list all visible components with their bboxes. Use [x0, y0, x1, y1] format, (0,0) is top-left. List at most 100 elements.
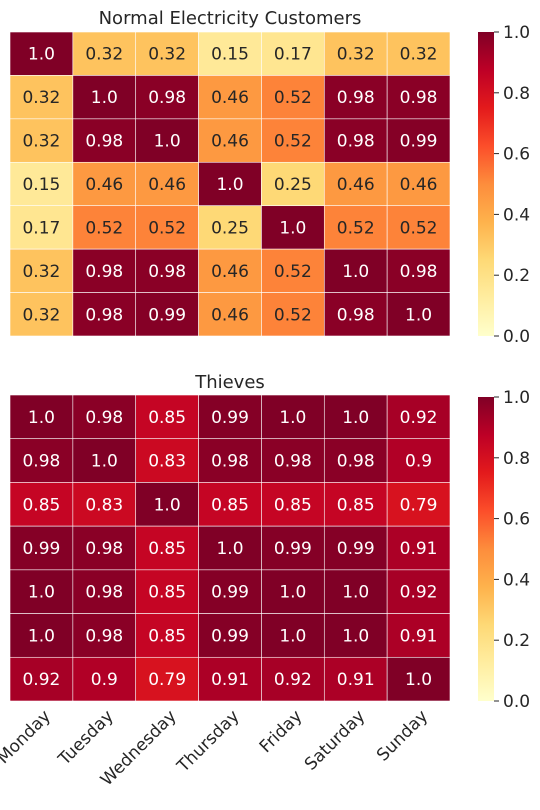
colorbar-tick-label: 0.0 [503, 327, 530, 347]
cell-value-label: 0.32 [22, 262, 60, 282]
heatmap-cell [323, 118, 388, 163]
cell-value-label: 0.85 [148, 539, 186, 559]
cell-value-label: 1.0 [154, 132, 181, 152]
heatmap-cell [261, 482, 325, 527]
cell-value-label: 0.25 [211, 218, 249, 238]
heatmap-cell [135, 118, 199, 163]
cell-value-label: 0.79 [148, 670, 186, 690]
cell-value-label: 1.0 [342, 262, 369, 282]
cell-value-label: 0.52 [274, 262, 312, 282]
heatmap-cell [9, 482, 74, 527]
heatmap-cell [9, 205, 74, 250]
heatmap-cell [198, 394, 262, 440]
cell-value-label: 1.0 [342, 626, 369, 646]
cell-value-label: 0.92 [22, 670, 60, 690]
heatmap-cell [198, 292, 262, 337]
cell-value-label: 0.52 [85, 218, 123, 238]
heatmap-cell [323, 438, 388, 483]
heatmap-cell [135, 394, 199, 440]
cell-value-label: 0.9 [405, 452, 432, 472]
colorbar-tick-label: 0.0 [503, 692, 530, 712]
cell-value-label: 0.32 [22, 132, 60, 152]
cell-value-label: 1.0 [154, 495, 181, 515]
cell-value-label: 0.92 [400, 408, 438, 428]
cell-value-label: 0.98 [85, 626, 123, 646]
x-tick-label: Friday [256, 706, 307, 757]
cell-value-label: 1.0 [279, 583, 306, 603]
heatmap-cell [386, 161, 451, 207]
heatmap-cell [386, 248, 451, 293]
cell-value-label: 0.17 [22, 218, 60, 238]
heatmap-cell [135, 292, 199, 337]
cell-value-label: 0.98 [85, 132, 123, 152]
cell-value-label: 0.85 [148, 408, 186, 428]
heatmap-cell [261, 438, 325, 483]
heatmap-cell [9, 75, 74, 120]
cell-value-label: 1.0 [28, 408, 55, 428]
cell-value-label: 1.0 [279, 626, 306, 646]
cell-value-label: 0.52 [274, 305, 312, 325]
colorbar-tick-label: 0.8 [503, 449, 530, 469]
heatmap-cell [9, 525, 74, 571]
heatmap-cell [198, 161, 262, 207]
heatmap-cell [198, 569, 262, 614]
cell-value-label: 0.52 [274, 88, 312, 108]
cell-value-label: 0.98 [211, 452, 249, 472]
cell-value-label: 0.98 [85, 305, 123, 325]
heatmap-cell [9, 394, 74, 440]
heatmap-cell [198, 118, 262, 163]
cell-value-label: 0.98 [274, 452, 312, 472]
heatmap-cell [386, 482, 451, 527]
cell-value-label: 0.85 [148, 626, 186, 646]
cell-value-label: 0.83 [85, 495, 123, 515]
cell-value-label: 0.98 [22, 452, 60, 472]
cell-value-label: 0.46 [337, 175, 375, 195]
heatmap-cell [9, 656, 74, 702]
cell-value-label: 0.92 [274, 670, 312, 690]
chart-title: Thieves [194, 372, 265, 393]
cell-value-label: 0.25 [274, 175, 312, 195]
cell-value-label: 0.46 [211, 132, 249, 152]
cell-value-label: 0.46 [211, 88, 249, 108]
cell-value-label: 1.0 [216, 539, 243, 559]
heatmap-cell [9, 248, 74, 293]
heatmap-cell [72, 525, 137, 571]
cell-value-label: 0.15 [211, 45, 249, 65]
cell-value-label: 1.0 [91, 88, 118, 108]
heatmap-cell [261, 31, 325, 76]
cell-value-label: 0.15 [22, 175, 60, 195]
colorbar-tick-label: 0.2 [503, 266, 530, 286]
cell-value-label: 0.9 [91, 670, 118, 690]
cell-value-label: 0.91 [337, 670, 375, 690]
x-tick-label: Thursday [173, 706, 244, 777]
cell-value-label: 0.83 [148, 452, 186, 472]
cell-value-label: 0.91 [211, 670, 249, 690]
cell-value-label: 0.98 [337, 88, 375, 108]
cell-value-label: 0.98 [148, 88, 186, 108]
cell-value-label: 0.46 [211, 305, 249, 325]
heatmap-cell [9, 161, 74, 207]
heatmap-cell [135, 205, 199, 250]
cell-value-label: 1.0 [405, 305, 432, 325]
heatmap-cell [9, 292, 74, 337]
cell-value-label: 0.52 [274, 132, 312, 152]
cell-value-label: 1.0 [28, 626, 55, 646]
cell-value-label: 0.32 [337, 45, 375, 65]
cell-value-label: 0.85 [148, 583, 186, 603]
heatmap-cell [135, 248, 199, 293]
heatmap-cell [386, 118, 451, 163]
heatmap-cell [261, 656, 325, 702]
x-tick-label: Sunday [373, 706, 432, 765]
heatmap-cell [72, 656, 137, 702]
cell-value-label: 0.98 [400, 262, 438, 282]
cell-value-label: 0.98 [337, 132, 375, 152]
x-tick-label: Saturday [301, 706, 369, 774]
heatmap-cell [386, 438, 451, 483]
cell-value-label: 0.98 [85, 262, 123, 282]
cell-value-label: 1.0 [342, 583, 369, 603]
cell-value-label: 0.98 [148, 262, 186, 282]
cell-value-label: 0.98 [85, 408, 123, 428]
heatmap-cell [261, 394, 325, 440]
heatmap-cell [386, 656, 451, 702]
colorbar [478, 397, 494, 701]
